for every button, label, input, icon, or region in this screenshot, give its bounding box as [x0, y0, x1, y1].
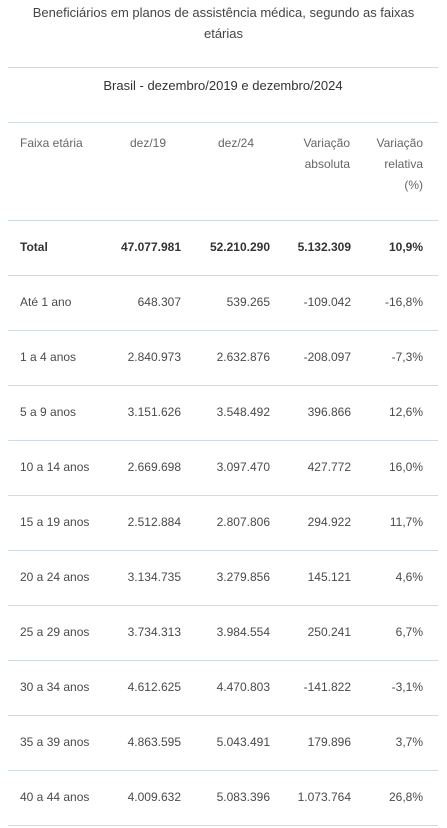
cell-value: -3,1%: [391, 680, 423, 694]
cell-value: -208.097: [303, 350, 351, 364]
cell-value: 648.307: [137, 295, 181, 309]
cell-value: 2.840.973: [127, 350, 181, 364]
cell-value: 12,6%: [388, 405, 423, 419]
column-header: Faixa etária: [20, 136, 83, 150]
cell-value: 3.151.626: [127, 405, 181, 419]
subtitle: Brasil - dezembro/2019 e dezembro/2024: [103, 78, 343, 93]
row-label: 1 a 4 anos: [20, 350, 77, 364]
row-label: 40 a 44 anos: [20, 790, 90, 804]
row-label: 20 a 24 anos: [20, 570, 90, 584]
cell-value: 26,8%: [388, 790, 423, 804]
cell-value: 6,7%: [395, 625, 423, 639]
divider: [8, 440, 438, 441]
row-label: 35 a 39 anos: [20, 735, 90, 749]
cell-value: 145.121: [307, 570, 351, 584]
cell-value: 396.866: [307, 405, 351, 419]
cell-value: 2.669.698: [127, 460, 181, 474]
divider: [8, 550, 438, 551]
cell-value: 10,9%: [388, 240, 423, 254]
column-header: Variação absoluta: [303, 136, 350, 171]
divider: [8, 770, 438, 771]
row-label: 5 a 9 anos: [20, 405, 77, 419]
cell-value: 3.097.470: [216, 460, 270, 474]
cell-value: 3.734.313: [127, 625, 181, 639]
cell-value: 4.863.595: [127, 735, 181, 749]
cell-value: 539.265: [226, 295, 270, 309]
divider: [8, 122, 438, 123]
cell-value: 3,7%: [395, 735, 423, 749]
cell-value: 4.009.632: [127, 790, 181, 804]
divider: [8, 220, 438, 221]
divider: [8, 605, 438, 606]
column-header: Variação relativa (%): [376, 136, 423, 192]
cell-value: 427.772: [307, 460, 351, 474]
divider: [8, 67, 438, 68]
cell-value: 4,6%: [395, 570, 423, 584]
cell-value: 1.073.764: [297, 790, 351, 804]
cell-value: -7,3%: [391, 350, 423, 364]
row-label: 15 a 19 anos: [20, 515, 90, 529]
column-header: dez/19: [130, 136, 167, 150]
cell-value: 52.210.290: [209, 240, 270, 254]
cell-value: 4.470.803: [216, 680, 270, 694]
cell-value: 47.077.981: [120, 240, 181, 254]
divider: [8, 275, 438, 276]
row-label: Até 1 ano: [20, 295, 72, 309]
cell-value: 11,7%: [389, 515, 423, 529]
cell-value: 5.043.491: [216, 735, 270, 749]
divider: [8, 495, 438, 496]
row-label: 25 a 29 anos: [20, 625, 90, 639]
cell-value: 250.241: [307, 625, 351, 639]
title: Beneficiários em planos de assistência m…: [32, 5, 415, 41]
cell-value: 4.612.625: [127, 680, 181, 694]
cell-value: 3.279.856: [216, 570, 270, 584]
divider: [8, 385, 438, 386]
cell-value: 2.512.884: [127, 515, 181, 529]
cell-value: -109.042: [303, 295, 351, 309]
cell-value: 2.632.876: [216, 350, 270, 364]
cell-value: 3.984.554: [216, 625, 270, 639]
row-label: 30 a 34 anos: [20, 680, 90, 694]
column-header: dez/24: [218, 136, 255, 150]
cell-value: 179.896: [307, 735, 351, 749]
cell-value: 2.807.806: [216, 515, 270, 529]
cell-value: 3.134.735: [127, 570, 181, 584]
cell-value: 16,0%: [388, 460, 423, 474]
cell-value: 5.132.309: [297, 240, 351, 254]
divider: [8, 715, 438, 716]
row-label: Total: [20, 240, 48, 254]
row-label: 10 a 14 anos: [20, 460, 90, 474]
divider: [8, 660, 438, 661]
cell-value: -141.822: [303, 680, 351, 694]
cell-value: 294.922: [307, 515, 351, 529]
cell-value: -16,8%: [384, 295, 423, 309]
cell-value: 5.083.396: [216, 790, 270, 804]
divider: [8, 330, 438, 331]
divider: [8, 825, 438, 826]
cell-value: 3.548.492: [216, 405, 270, 419]
